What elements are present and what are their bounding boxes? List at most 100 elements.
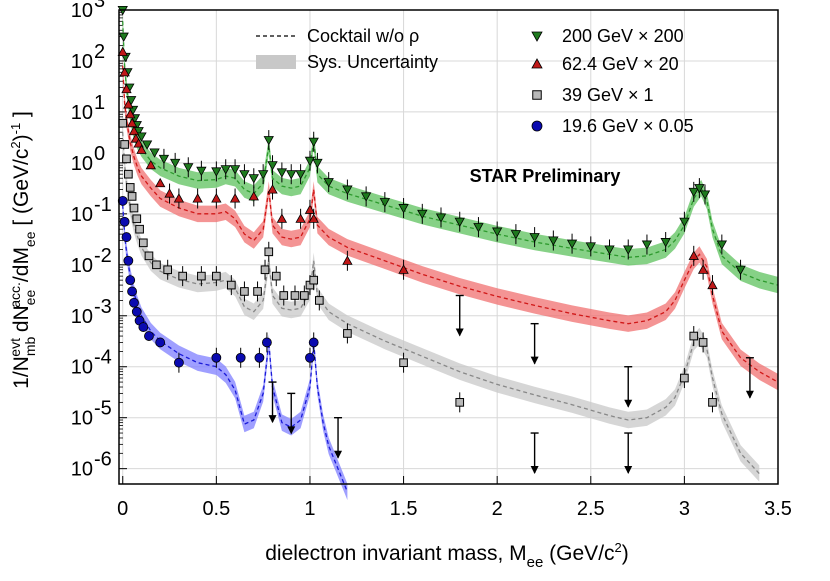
grid — [119, 9, 779, 484]
data-marker-triangle-down — [473, 223, 484, 233]
data-marker-square — [689, 331, 699, 341]
data-marker-triangle-down — [239, 170, 250, 180]
data-marker-square — [124, 169, 133, 179]
y-tick-label: 10 — [71, 255, 93, 277]
data-marker-square — [118, 118, 128, 128]
data-marker-triangle-up — [125, 108, 136, 119]
y-tick-label: 10 — [71, 153, 93, 175]
data-marker-triangle-up — [155, 177, 166, 188]
y-tick-exponent: -5 — [94, 398, 112, 420]
data-marker-triangle-up — [145, 159, 157, 170]
y-tick-label: 10 — [71, 459, 93, 481]
chart-annotation: STAR Preliminary — [470, 166, 621, 186]
data-marker-triangle-up — [697, 264, 709, 274]
data-marker-triangle-down — [169, 158, 181, 169]
data-marker-square — [314, 296, 324, 305]
cocktail-curve — [122, 21, 779, 286]
data-marker-circle — [144, 331, 154, 341]
data-marker-triangle-down — [604, 245, 615, 255]
data-marker-square — [399, 358, 408, 368]
data-marker-triangle-down — [229, 165, 241, 175]
svg-text:1/Nmbevt dNeeacc./dMee [ (GeV/: 1/Nmbevt dNeeacc./dMee [ (GeV/c2)-1 ] — [7, 111, 38, 389]
data-marker-triangle-up — [295, 213, 306, 223]
sys-uncertainty-band — [122, 13, 778, 294]
data-marker-triangle-down — [149, 148, 160, 158]
data-marker-triangle-down — [529, 233, 540, 243]
upper-limit-arrowhead — [455, 328, 464, 337]
data-marker-triangle-up — [707, 279, 718, 290]
data-marker-circle — [127, 286, 138, 297]
data-marker-circle — [305, 352, 315, 363]
cocktail-curve — [122, 204, 349, 493]
data-marker-square — [178, 271, 187, 281]
y-tick-label: 10 — [71, 0, 93, 22]
x-tick-label: 0 — [117, 498, 128, 520]
data-marker-circle — [117, 195, 128, 206]
data-marker-circle — [211, 352, 222, 363]
data-marker-square — [455, 398, 465, 407]
data-marker-triangle-down — [699, 190, 711, 200]
data-marker-circle — [254, 352, 265, 363]
data-marker-triangle-down — [267, 161, 278, 171]
data-marker-square — [120, 140, 129, 149]
data-points — [117, 6, 754, 475]
data-marker-square — [132, 214, 142, 224]
data-marker-square — [300, 291, 309, 300]
data-marker-triangle-down — [342, 185, 353, 195]
y-tick-exponent: -4 — [94, 347, 112, 369]
data-marker-triangle-up — [342, 255, 353, 265]
y-tick-exponent: 2 — [94, 41, 105, 63]
y-tick-label: 10 — [71, 357, 93, 379]
data-marker-square — [144, 251, 154, 261]
data-marker-circle — [121, 232, 132, 242]
data-marker-triangle-down — [220, 165, 231, 175]
data-marker-triangle-up — [136, 144, 147, 154]
data-marker-square — [343, 329, 352, 338]
cocktail-curves — [122, 21, 779, 493]
x-tick-label: 3 — [679, 498, 690, 520]
data-marker-triangle-down — [435, 213, 447, 223]
data-marker-triangle-down — [688, 187, 699, 198]
y-tick-label: 10 — [71, 204, 93, 226]
data-marker-triangle-down — [141, 140, 153, 150]
y-tick-label: 10 — [71, 102, 93, 124]
y-tick-exponent: -2 — [94, 245, 112, 267]
data-marker-square — [271, 271, 281, 281]
data-marker-square — [212, 271, 221, 281]
data-marker-square — [708, 398, 717, 407]
x-tick-label: 0.5 — [202, 498, 230, 520]
data-marker-triangle-up — [164, 188, 175, 198]
data-marker-square — [680, 373, 689, 383]
data-marker-triangle-up — [128, 125, 140, 136]
data-marker-triangle-down — [257, 170, 269, 180]
data-marker-triangle-up — [126, 117, 138, 128]
data-marker-triangle-down — [623, 245, 634, 255]
data-marker-triangle-down — [136, 132, 147, 142]
data-marker-triangle-up — [308, 213, 319, 223]
data-marker-circle — [155, 337, 166, 348]
data-marker-triangle-down — [263, 136, 274, 146]
data-marker-circle — [308, 337, 319, 348]
legend-band-swatch — [256, 55, 296, 69]
x-tick-label: 3.5 — [764, 498, 792, 520]
data-marker-triangle-down — [660, 238, 671, 248]
legend-label: 19.6 GeV × 0.05 — [562, 116, 694, 136]
x-tick-label: 2.5 — [577, 498, 605, 520]
data-marker-triangle-down — [679, 217, 690, 228]
data-marker-triangle-down — [248, 174, 259, 184]
upper-limit-arrowhead — [530, 356, 539, 365]
y-tick-exponent: 1 — [94, 92, 105, 114]
data-marker-triangle-down — [295, 170, 306, 180]
data-marker-square — [227, 280, 236, 290]
data-marker-triangle-up — [119, 66, 130, 77]
data-marker-square — [698, 338, 708, 347]
data-marker-triangle-up — [398, 264, 409, 274]
y-tick-label: 10 — [71, 51, 93, 73]
data-marker-triangle-down — [323, 178, 334, 188]
upper-limit-arrowhead — [268, 415, 277, 424]
data-marker-triangle-up — [248, 191, 259, 201]
data-marker-triangle-up — [211, 193, 222, 203]
data-marker-square — [532, 90, 542, 100]
data-marker-triangle-down — [716, 240, 728, 250]
